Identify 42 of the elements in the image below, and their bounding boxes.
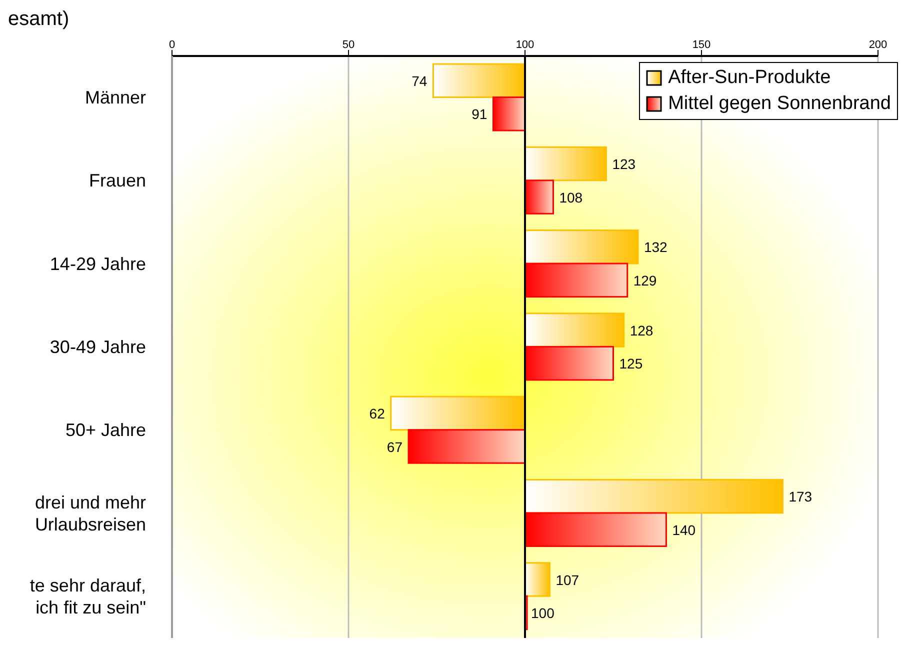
y-tick-label: te sehr darauf, ich fit zu sein" [30, 575, 146, 618]
bar [390, 396, 526, 431]
data-label: 91 [472, 106, 488, 122]
bar [524, 230, 639, 264]
legend-label: After-Sun-Produkte [668, 66, 831, 90]
x-tick-label: 150 [692, 39, 711, 51]
chart-title: esamt) [8, 8, 70, 30]
x-tick-label: 50 [342, 39, 355, 51]
bar [524, 512, 667, 547]
data-label: 140 [672, 522, 696, 538]
bar [408, 429, 526, 464]
y-tick-label: 30-49 Jahre [50, 337, 146, 357]
bar [524, 262, 628, 298]
data-label: 132 [644, 239, 668, 256]
x-tick-label: 200 [868, 39, 888, 51]
bar [524, 180, 554, 214]
data-label: 129 [633, 272, 657, 288]
bar [524, 562, 550, 597]
bar [492, 96, 526, 132]
bar [524, 346, 614, 381]
data-label: 128 [630, 322, 654, 338]
data-label: 123 [612, 156, 636, 172]
y-tick-label: 14-29 Jahre [50, 254, 146, 274]
x-tick-label: 0 [168, 39, 176, 51]
data-label: 100 [531, 605, 555, 622]
y-tick-label: drei und mehr Urlaubsreisen [34, 492, 146, 534]
data-label: 107 [556, 572, 580, 588]
legend-label: Mittel gegen Sonnenbrand [668, 92, 891, 116]
y-tick-label: Frauen [88, 170, 146, 191]
bar [524, 478, 784, 514]
data-label: 173 [788, 488, 812, 505]
y-tick-label: Männer [84, 88, 146, 108]
data-label: 125 [619, 356, 643, 372]
data-label: 108 [559, 189, 583, 206]
data-label: 67 [386, 438, 403, 455]
x-tick-label: 100 [516, 39, 534, 51]
bar [524, 146, 607, 182]
data-label: 62 [369, 406, 386, 422]
y-tick-label: 50+ Jahre [65, 420, 146, 440]
bar [432, 63, 526, 98]
data-label: 74 [412, 72, 428, 89]
bar [524, 312, 625, 348]
